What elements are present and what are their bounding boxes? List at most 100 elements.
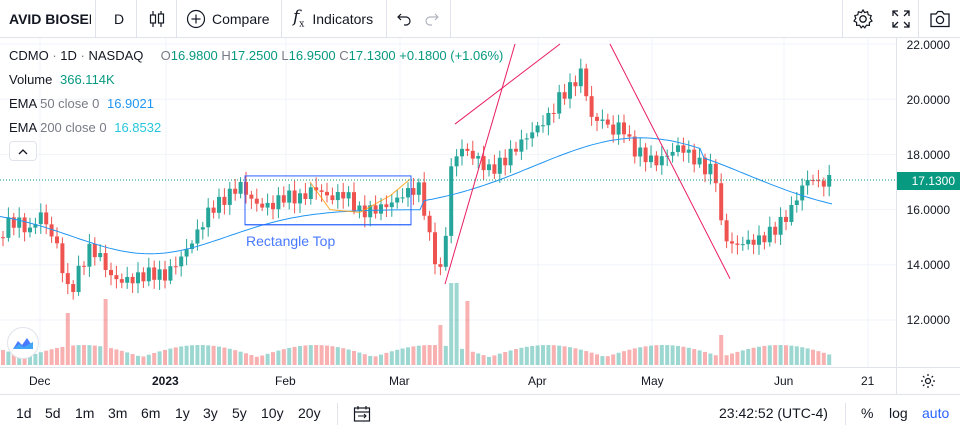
interval-button[interactable]: D	[114, 10, 125, 27]
divider	[896, 368, 897, 395]
price-label: 16.0000	[906, 203, 950, 217]
collapse-legend-button[interactable]	[9, 141, 37, 161]
range-20y[interactable]: 20y	[298, 405, 321, 421]
symbol-search[interactable]: AVID BIOSERVICES	[9, 10, 91, 27]
volume-bar	[551, 345, 556, 365]
price-label: 20.0000	[906, 93, 950, 107]
volume-bar	[357, 352, 362, 365]
volume-bar	[65, 313, 70, 365]
candle-body	[222, 196, 227, 205]
candle-body	[616, 122, 621, 135]
undo-icon[interactable]	[396, 0, 412, 37]
volume-bar	[789, 345, 794, 365]
candle-body	[503, 157, 508, 166]
logo-icon[interactable]	[7, 327, 39, 359]
compare-button[interactable]: Compare	[186, 0, 270, 37]
candle-body	[578, 68, 583, 87]
candle-body	[697, 157, 702, 165]
volume-bar	[724, 355, 729, 365]
volume-bar	[146, 354, 151, 365]
log-toggle[interactable]: log	[889, 405, 908, 421]
volume-bar	[476, 353, 481, 365]
candle-body	[206, 207, 211, 228]
camera-icon[interactable]	[929, 0, 951, 37]
candle-body	[465, 148, 470, 151]
legend-ticker[interactable]: CDMO	[9, 48, 49, 63]
range-5y[interactable]: 5y	[232, 405, 247, 421]
candle-body	[708, 163, 713, 175]
range-6m[interactable]: 6m	[141, 405, 161, 421]
time-axis[interactable]: Dec 2023 Feb Mar Apr May Jun 21	[0, 367, 960, 395]
volume-bar	[643, 346, 648, 365]
volume-bar	[568, 347, 572, 365]
range-10y[interactable]: 10y	[261, 405, 284, 421]
range-3y[interactable]: 3y	[203, 405, 218, 421]
candle-body	[724, 220, 729, 242]
candle-body	[676, 145, 680, 152]
range-1y[interactable]: 1y	[175, 405, 190, 421]
candle-body	[265, 202, 270, 208]
legend-ema50[interactable]: EMA 50 close 0 16.9021	[9, 96, 154, 111]
candle-body	[681, 145, 686, 153]
volume-bar	[659, 345, 664, 365]
volume-bar	[427, 345, 432, 365]
volume-bar	[195, 345, 200, 365]
volume-bar	[206, 345, 211, 365]
volume-bar	[773, 345, 778, 365]
volume-bar	[287, 347, 292, 365]
fullscreen-icon[interactable]	[892, 0, 910, 37]
bottom-toolbar: 1d 5d 1m 3m 6m 1y 3y 5y 10y 20y 23:42:52…	[0, 395, 960, 433]
volume-bar	[211, 345, 216, 365]
chart-pane[interactable]: CDMO · 1D · NASDAQ O16.9800 H17.2500 L16…	[0, 38, 896, 367]
time-label: Feb	[275, 374, 296, 388]
indicators-button[interactable]: fx Indicators	[293, 0, 373, 37]
volume-bar	[454, 283, 459, 365]
candles-icon[interactable]	[148, 0, 166, 37]
calendar-icon[interactable]	[353, 405, 371, 428]
range-1d[interactable]: 1d	[16, 405, 32, 421]
axis-settings-icon[interactable]	[920, 373, 936, 394]
percent-toggle[interactable]: %	[861, 405, 874, 421]
volume-bar	[38, 352, 43, 365]
candle-body	[622, 122, 626, 135]
volume-bar	[406, 347, 410, 365]
volume-bar	[152, 352, 157, 365]
volume-bar	[519, 347, 524, 365]
gear-icon[interactable]	[852, 0, 874, 37]
redo-icon[interactable]	[424, 0, 440, 37]
rectangle-label[interactable]: Rectangle Top	[246, 233, 336, 249]
auto-toggle[interactable]: auto	[922, 405, 950, 421]
price-chart[interactable]	[0, 38, 896, 367]
candle-body	[33, 224, 38, 228]
volume-bar	[136, 355, 140, 365]
candle-body	[784, 216, 788, 222]
volume-bar	[805, 348, 810, 365]
range-5d[interactable]: 5d	[45, 405, 61, 421]
h-label: H	[221, 48, 231, 63]
candle-body	[821, 180, 826, 187]
candle-body	[98, 253, 103, 258]
candle-body	[406, 188, 410, 198]
divider	[845, 403, 846, 425]
candle-body	[217, 196, 221, 213]
range-3m[interactable]: 3m	[108, 405, 128, 421]
range-1m[interactable]: 1m	[75, 405, 95, 421]
volume-bar	[735, 351, 740, 365]
candle-body	[281, 195, 286, 203]
volume-bar	[92, 345, 97, 365]
candle-body	[325, 191, 329, 196]
candle-body	[389, 202, 394, 208]
volume-bar	[767, 345, 772, 365]
candle-body	[308, 187, 313, 200]
clock[interactable]: 23:42:52 (UTC-4)	[719, 405, 828, 421]
candle-body	[519, 139, 524, 152]
volume-bar	[184, 345, 189, 365]
volume-bar	[238, 351, 243, 365]
candle-body	[60, 243, 65, 274]
volume-bar	[325, 345, 329, 365]
candle-body	[557, 92, 562, 114]
candle-body	[11, 217, 16, 228]
price-axis[interactable]: 22.0000 20.0000 18.0000 16.0000 14.0000 …	[896, 38, 960, 367]
legend-ema200[interactable]: EMA 200 close 0 16.8532	[9, 120, 161, 135]
legend-volume[interactable]: Volume 366.114K	[9, 72, 115, 87]
